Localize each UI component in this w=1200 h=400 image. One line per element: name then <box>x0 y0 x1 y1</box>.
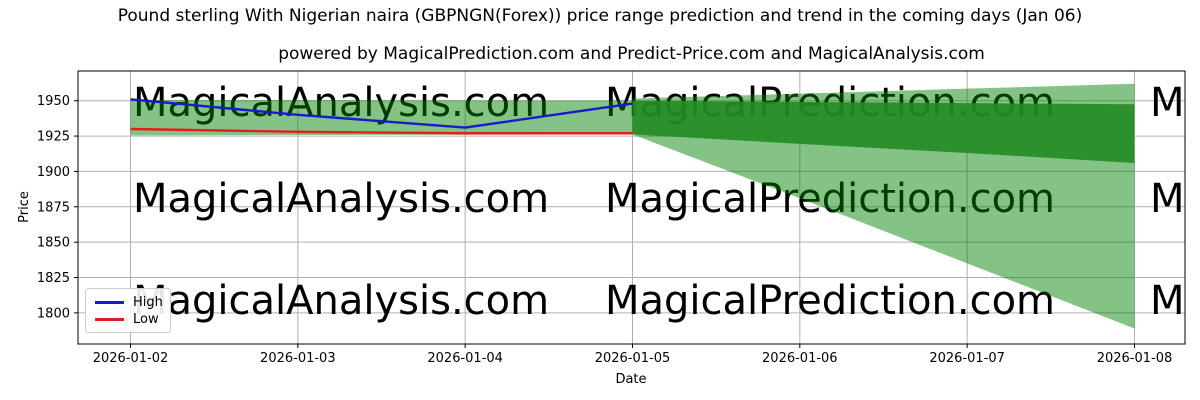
y-tick-label: 1825 <box>37 271 70 286</box>
x-tick-label: 2026-01-04 <box>427 351 503 366</box>
watermark-text: MagicalAnalysis.com <box>133 176 549 222</box>
forecast-inner-trend-band <box>632 100 1135 163</box>
plot-generated-content: MagicalAnalysis.com MagicalPrediction.com… <box>37 71 1200 366</box>
plot-border <box>77 70 1186 345</box>
legend-label-low: Low <box>133 312 159 327</box>
y-tick-label: 1800 <box>37 306 70 321</box>
y-axis-title: Price <box>17 191 32 223</box>
x-tick-label: 2026-01-06 <box>762 351 838 366</box>
chart-title: Pound sterling With Nigerian naira (GBPN… <box>117 6 1083 26</box>
legend-label-high: High <box>133 295 163 310</box>
x-tick-label: 2026-01-05 <box>595 351 671 366</box>
low-line-swatch <box>95 318 124 321</box>
x-tick-label: 2026-01-03 <box>260 351 336 366</box>
watermark-text: MagicalAnalysis.com <box>133 278 549 324</box>
chart-subtitle: powered by MagicalPrediction.com and Pre… <box>278 44 985 64</box>
watermark-text: MagicalPrediction.com <box>605 278 1055 324</box>
x-tick-label: 2026-01-07 <box>929 351 1005 366</box>
watermark-text: MagicalAnalysis.com <box>1150 278 1200 324</box>
watermark-text: MagicalAnalysis.com <box>1150 176 1200 222</box>
legend: High Low <box>85 288 171 333</box>
x-tick-label: 2026-01-02 <box>93 351 169 366</box>
x-tick-label: 2026-01-08 <box>1097 351 1173 366</box>
y-tick-label: 1850 <box>37 236 70 251</box>
low-line <box>130 127 633 135</box>
legend-entry-low: Low <box>95 311 163 328</box>
y-tick-label: 1875 <box>37 200 70 215</box>
plot-clip-group: MagicalAnalysis.com MagicalPrediction.com… <box>130 80 1200 329</box>
y-tick-label: 1925 <box>37 130 70 145</box>
x-axis-title: Date <box>615 372 646 387</box>
high-line-swatch <box>95 301 124 304</box>
watermark-text: MagicalPrediction.com <box>605 176 1055 222</box>
y-tick-label: 1900 <box>37 165 70 180</box>
high-line <box>130 98 633 129</box>
watermark-text: MagicalAnalysis.com <box>1150 80 1200 126</box>
y-tick-label: 1950 <box>37 94 70 109</box>
historical-range-band <box>130 99 633 136</box>
legend-entry-high: High <box>95 294 163 311</box>
